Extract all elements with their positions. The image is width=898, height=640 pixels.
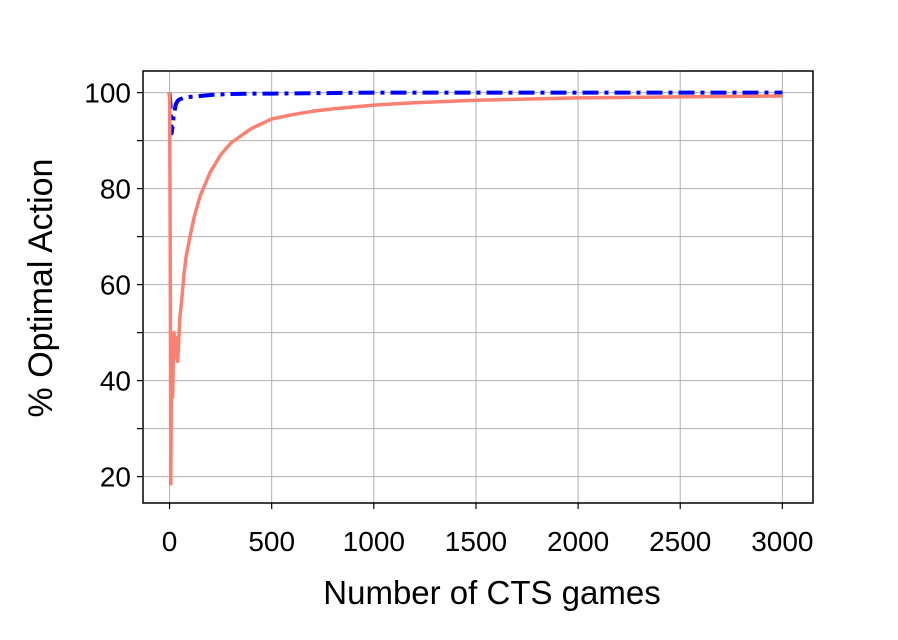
x-tick-label: 3000 — [751, 526, 813, 557]
x-tick-label: 500 — [248, 526, 295, 557]
y-tick-label: 100 — [84, 78, 131, 109]
series-group — [167, 90, 783, 486]
series-line-1 — [167, 90, 783, 136]
x-tick-label: 2500 — [649, 526, 711, 557]
x-tick-label: 1500 — [445, 526, 507, 557]
x-tick-label: 0 — [162, 526, 178, 557]
grid-lines — [143, 71, 813, 503]
y-axis-label: % Optimal Action — [22, 159, 60, 418]
y-tick-label: 80 — [100, 174, 131, 205]
plot-frame — [142, 70, 814, 504]
series-line-2 — [167, 92, 783, 486]
y-tick-label: 40 — [100, 366, 131, 397]
x-tick-label: 1000 — [343, 526, 405, 557]
tick-marks — [137, 91, 783, 509]
y-tick-label: 60 — [100, 270, 131, 301]
x-axis-label: Number of CTS games — [323, 574, 660, 611]
x-tick-labels: 0 500 1000 1500 2000 2500 3000 — [162, 526, 814, 557]
x-tick-label: 2000 — [547, 526, 609, 557]
y-tick-label: 20 — [100, 462, 131, 493]
y-tick-labels: 20 40 60 80 100 — [84, 78, 131, 493]
